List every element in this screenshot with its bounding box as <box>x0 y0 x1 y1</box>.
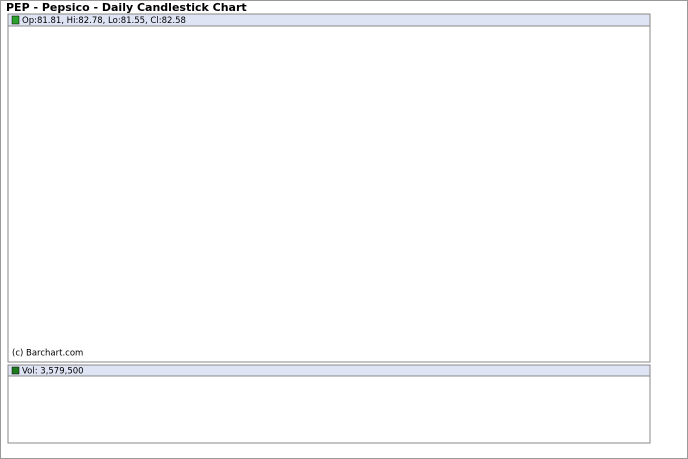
volume-legend: Vol: 3,579,500 <box>22 367 84 377</box>
legend-swatch <box>11 366 20 375</box>
price-legend: Op:81.81, Hi:82.78, Lo:81.55, Cl:82.58 <box>22 16 186 26</box>
volume-legend-strip <box>7 364 651 377</box>
legend-swatch <box>11 15 20 25</box>
watermark: (c) Barchart.com <box>12 349 83 359</box>
chart-title: PEP - Pepsico - Daily Candlestick Chart <box>6 1 247 14</box>
price-legend-strip <box>7 13 651 27</box>
volume-panel <box>7 364 651 444</box>
price-panel <box>7 13 651 363</box>
